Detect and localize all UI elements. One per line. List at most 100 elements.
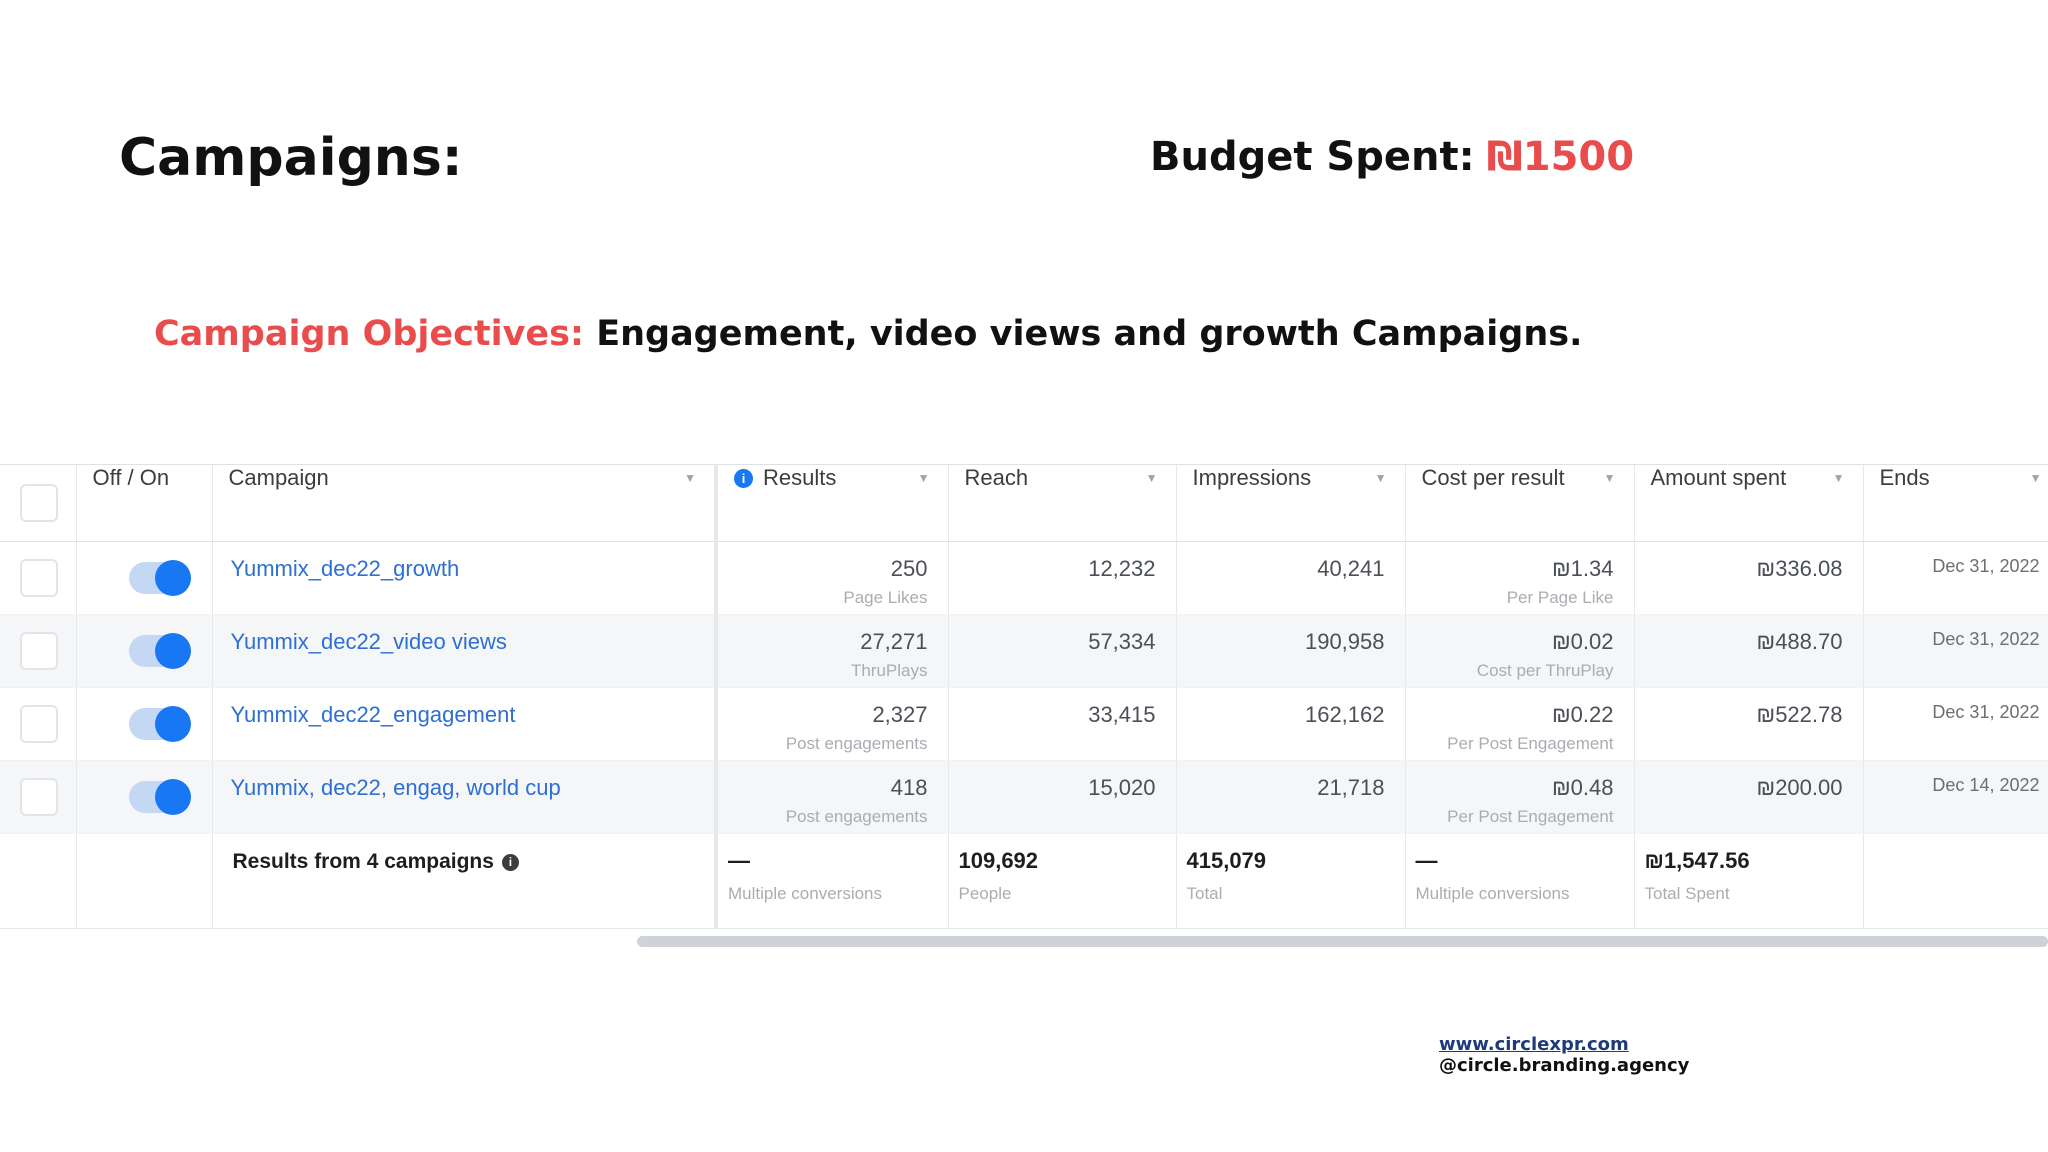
select-all-checkbox[interactable]: [20, 484, 58, 522]
campaigns-table-container: Off / On Campaign ▼ i Results ▼: [0, 464, 2048, 942]
summary-spent-sub: Total Spent: [1644, 884, 1730, 903]
row-checkbox[interactable]: [20, 705, 58, 743]
spent-value: ₪522.78: [1756, 702, 1843, 727]
table-row[interactable]: Yummix_dec22_growth 250 Page Likes 12,232…: [0, 541, 2048, 615]
ends-date: Dec 31, 2022: [1932, 556, 2040, 576]
header-ends[interactable]: Ends ▼: [1863, 464, 2048, 542]
header-reach[interactable]: Reach ▼: [948, 464, 1177, 542]
results-value: 2,327: [872, 702, 928, 727]
row-checkbox[interactable]: [20, 632, 58, 670]
header-cost-label: Cost per result: [1421, 465, 1565, 490]
results-value: 250: [890, 556, 928, 581]
page-title: Campaigns:: [119, 128, 463, 188]
campaign-name-link[interactable]: Yummix_dec22_video views: [230, 629, 507, 654]
header-campaign[interactable]: Campaign ▼: [212, 464, 718, 542]
table-row[interactable]: Yummix_dec22_engagement 2,327 Post engage…: [0, 687, 2048, 761]
header-amount-spent[interactable]: Amount spent ▼: [1634, 464, 1864, 542]
cost-value: ₪0.22: [1552, 702, 1614, 727]
reach-value: 57,334: [1088, 629, 1156, 654]
campaign-name-link[interactable]: Yummix_dec22_engagement: [230, 702, 516, 727]
summary-cost-sub: Multiple conversions: [1415, 884, 1570, 903]
campaigns-table: Off / On Campaign ▼ i Results ▼: [0, 464, 2048, 929]
social-handle: @circle.branding.agency: [1439, 1055, 1690, 1076]
results-sub: Page Likes: [843, 588, 928, 607]
cost-sub: Cost per ThruPlay: [1476, 661, 1614, 680]
objectives-label: Campaign Objectives:: [154, 314, 584, 354]
summary-impressions-sub: Total: [1186, 884, 1223, 903]
campaign-toggle[interactable]: [128, 779, 191, 815]
horizontal-scrollbar[interactable]: [637, 936, 2048, 947]
toggle-knob: [154, 633, 191, 669]
table-row[interactable]: Yummix_dec22_video views 27,271 ThruPlays…: [0, 614, 2048, 688]
chevron-down-icon[interactable]: ▼: [1832, 471, 1845, 485]
table-header-row: Off / On Campaign ▼ i Results ▼: [0, 464, 2048, 542]
impressions-value: 21,718: [1317, 775, 1385, 800]
header-spent-label: Amount spent: [1650, 465, 1787, 490]
ends-date: Dec 14, 2022: [1932, 775, 2040, 795]
impressions-value: 40,241: [1317, 556, 1385, 581]
chevron-down-icon[interactable]: ▼: [2029, 471, 2042, 485]
summary-spent: ₪1,547.56: [1644, 848, 1750, 873]
reach-value: 12,232: [1088, 556, 1156, 581]
campaign-toggle[interactable]: [128, 633, 191, 669]
impressions-value: 190,958: [1304, 629, 1385, 654]
impressions-value: 162,162: [1304, 702, 1385, 727]
ends-date: Dec 31, 2022: [1932, 629, 2040, 649]
summary-reach-sub: People: [958, 884, 1012, 903]
budget-spent: Budget Spent: ₪1500: [1150, 134, 1634, 180]
spent-value: ₪488.70: [1756, 629, 1843, 654]
campaign-toggle[interactable]: [128, 560, 191, 596]
results-value: 418: [890, 775, 928, 800]
reach-value: 33,415: [1088, 702, 1156, 727]
toggle-knob: [154, 779, 191, 815]
summary-label: Results from 4 campaigns: [232, 850, 494, 873]
cost-sub: Per Page Like: [1506, 588, 1614, 607]
header-campaign-label: Campaign: [228, 465, 329, 490]
header-impressions-label: Impressions: [1192, 465, 1312, 490]
spent-value: ₪336.08: [1756, 556, 1843, 581]
budget-value: ₪1500: [1486, 134, 1635, 180]
chevron-down-icon[interactable]: ▼: [917, 471, 930, 485]
summary-results-sub: Multiple conversions: [728, 884, 883, 903]
info-icon[interactable]: i: [501, 853, 519, 871]
campaign-name-link[interactable]: Yummix_dec22_growth: [230, 556, 460, 581]
summary-cost: —: [1415, 848, 1438, 873]
summary-reach: 109,692: [958, 848, 1039, 873]
header-toggle: Off / On: [76, 464, 213, 542]
results-value: 27,271: [860, 629, 928, 654]
header-select-cell: [0, 464, 77, 542]
header-cost-per-result[interactable]: Cost per result ▼: [1405, 464, 1635, 542]
results-sub: Post engagements: [785, 807, 928, 826]
header-impressions[interactable]: Impressions ▼: [1176, 464, 1406, 542]
header-toggle-label: Off / On: [92, 465, 170, 490]
header-results[interactable]: i Results ▼: [716, 464, 949, 542]
table-row[interactable]: Yummix, dec22, engag, world cup 418 Post …: [0, 760, 2048, 834]
results-sub: ThruPlays: [850, 661, 928, 680]
cost-value: ₪1.34: [1552, 556, 1614, 581]
campaign-toggle[interactable]: [128, 706, 191, 742]
results-sub: Post engagements: [785, 734, 928, 753]
info-icon[interactable]: i: [734, 468, 753, 488]
campaign-name-link[interactable]: Yummix, dec22, engag, world cup: [230, 775, 561, 800]
chevron-down-icon[interactable]: ▼: [1603, 471, 1616, 485]
website-link[interactable]: www.circlexpr.com: [1439, 1034, 1629, 1055]
header-ends-label: Ends: [1879, 465, 1930, 490]
campaign-objectives: Campaign Objectives: Engagement, video v…: [154, 314, 1582, 354]
summary-impressions: 415,079: [1186, 848, 1267, 873]
chevron-down-icon[interactable]: ▼: [1145, 471, 1158, 485]
summary-row: Results from 4 campaigns i — Multiple con…: [0, 833, 2048, 929]
toggle-knob: [154, 706, 191, 742]
summary-results: —: [728, 848, 750, 873]
row-checkbox[interactable]: [20, 778, 58, 816]
cost-value: ₪0.02: [1552, 629, 1614, 654]
chevron-down-icon[interactable]: ▼: [1374, 471, 1387, 485]
header-results-label: Results: [763, 465, 837, 490]
cost-value: ₪0.48: [1552, 775, 1614, 800]
cost-sub: Per Post Engagement: [1447, 807, 1614, 826]
chevron-down-icon[interactable]: ▼: [684, 471, 696, 485]
objectives-text: Engagement, video views and growth Campa…: [596, 314, 1583, 354]
row-checkbox[interactable]: [20, 559, 58, 597]
spent-value: ₪200.00: [1756, 775, 1843, 800]
toggle-knob: [154, 560, 191, 596]
reach-value: 15,020: [1088, 775, 1156, 800]
